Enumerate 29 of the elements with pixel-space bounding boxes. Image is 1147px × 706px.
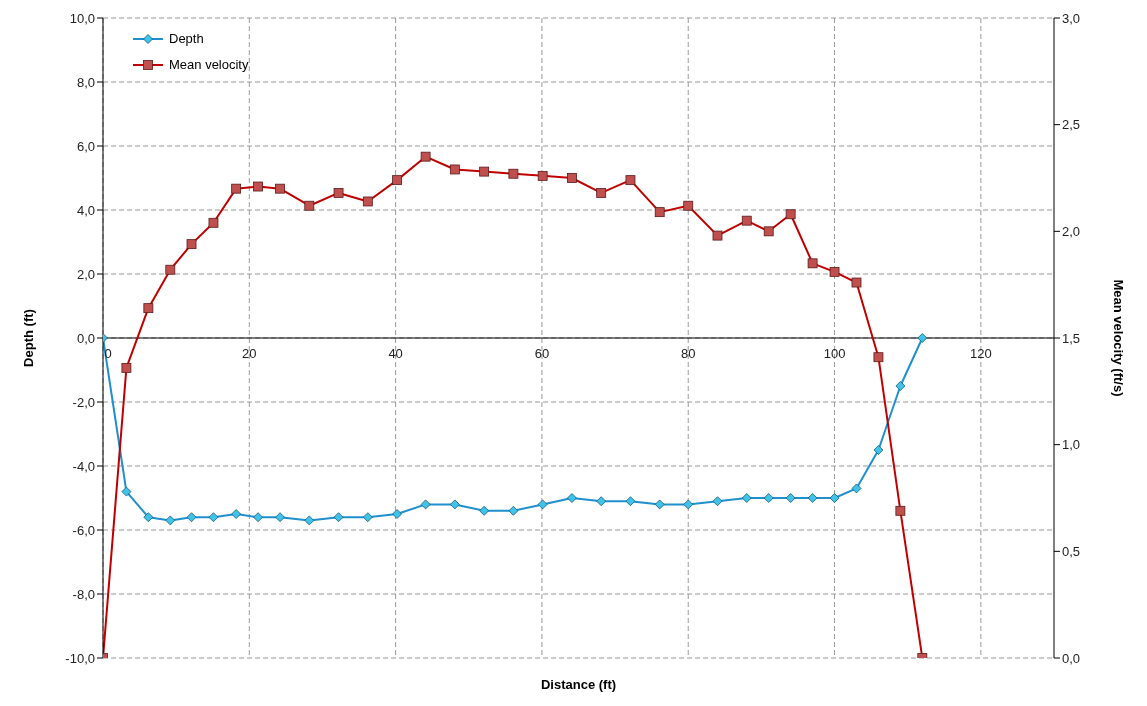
y-tick-label: 8,0: [76, 74, 95, 90]
x-tick-label: 40: [388, 346, 403, 361]
y2-tick-label: 3,0: [1062, 10, 1081, 26]
y-tick-label: 6,0: [76, 138, 95, 154]
y-tick-label: -2,0: [72, 394, 95, 410]
x-tick-label: 20: [242, 346, 257, 361]
x-axis-title: Distance (ft): [540, 677, 617, 692]
y-tick-label: 2,0: [76, 266, 95, 282]
y-tick-label: -4,0: [72, 458, 95, 474]
y-tick-label: 10,0: [69, 10, 95, 26]
y-tick-label: 0,0: [76, 330, 95, 346]
y-tick-label: 4,0: [76, 202, 95, 218]
y2-tick-label: 1,0: [1062, 437, 1081, 453]
y-tick-label: -8,0: [72, 586, 95, 602]
x-tick-label: 60: [534, 346, 550, 361]
y-tick-label: -10,0: [65, 650, 95, 666]
legend-label: Depth: [169, 30, 204, 48]
y2-tick-label: 0,5: [1062, 543, 1081, 559]
y2-tick-label: 2,5: [1062, 117, 1081, 133]
y2-tick-label: 2,0: [1062, 223, 1081, 239]
y-tick-label: -6,0: [72, 522, 95, 538]
x-tick-label: 120: [969, 346, 992, 361]
y2-axis-title: Mean velocity (ft/s): [1111, 279, 1127, 397]
x-tick-label: 80: [681, 346, 696, 361]
y2-tick-label: 1,5: [1062, 330, 1081, 346]
y-axis-title: Depth (ft): [20, 309, 36, 367]
x-tick-label: 100: [823, 346, 846, 361]
legend-label: Mean velocity: [169, 56, 249, 74]
y2-tick-label: 0,0: [1062, 650, 1081, 666]
